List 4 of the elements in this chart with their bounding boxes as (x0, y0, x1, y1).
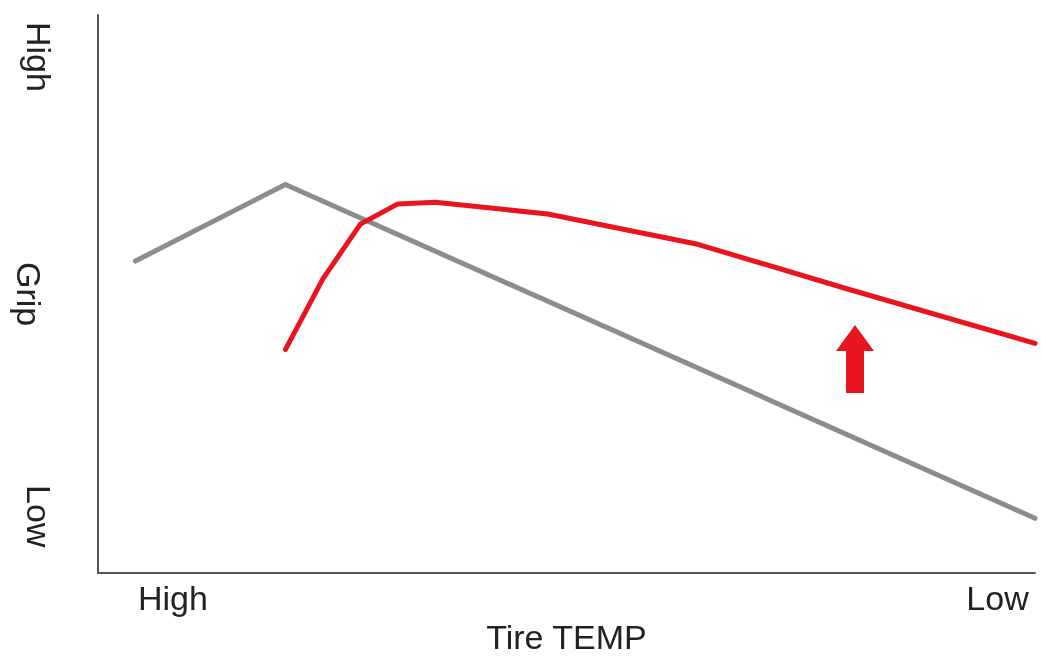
x-axis-title: Tire TEMP (486, 618, 647, 656)
y-axis-title: Grip (10, 261, 48, 327)
text: High (20, 22, 58, 92)
text: Low (20, 485, 58, 548)
